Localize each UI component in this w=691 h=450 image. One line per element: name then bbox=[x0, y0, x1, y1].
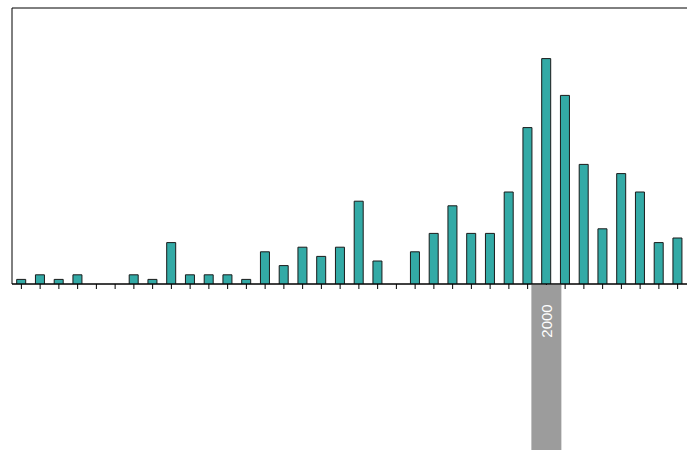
svg-text:2000: 2000 bbox=[538, 304, 555, 337]
